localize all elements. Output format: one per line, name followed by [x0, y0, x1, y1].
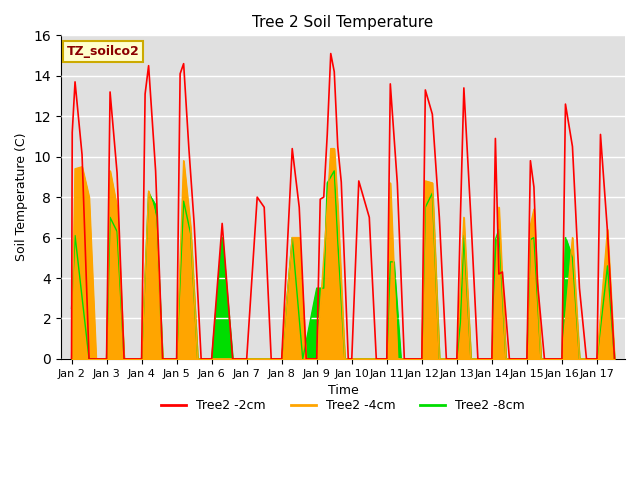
X-axis label: Time: Time	[328, 384, 358, 397]
Y-axis label: Soil Temperature (C): Soil Temperature (C)	[15, 133, 28, 262]
Legend: Tree2 -2cm, Tree2 -4cm, Tree2 -8cm: Tree2 -2cm, Tree2 -4cm, Tree2 -8cm	[156, 395, 530, 418]
Title: Tree 2 Soil Temperature: Tree 2 Soil Temperature	[252, 15, 434, 30]
Text: TZ_soilco2: TZ_soilco2	[67, 45, 140, 58]
